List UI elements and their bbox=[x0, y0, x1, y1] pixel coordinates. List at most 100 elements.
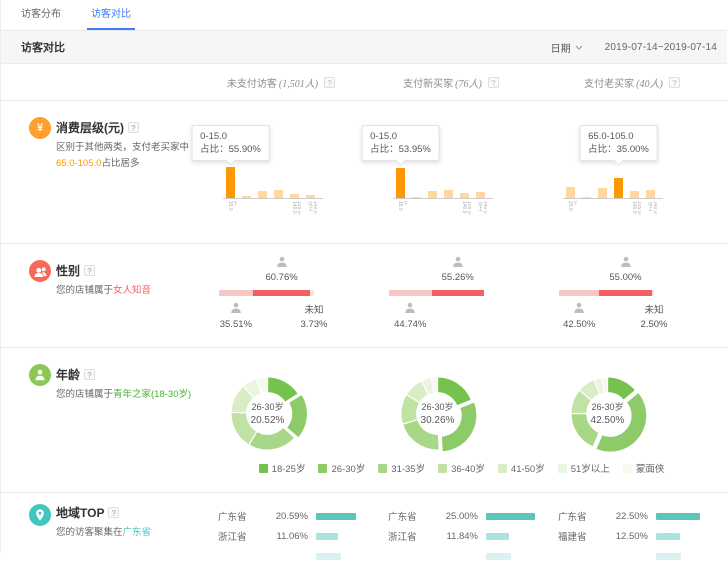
help-icon[interactable] bbox=[324, 77, 335, 88]
region-bar bbox=[316, 513, 356, 520]
consumption-bar[interactable] bbox=[566, 187, 575, 198]
consumption-bar[interactable] bbox=[444, 190, 453, 198]
legend-item[interactable]: 31-35岁 bbox=[378, 461, 425, 475]
consumption-bar[interactable] bbox=[258, 191, 267, 198]
consumption-bar[interactable] bbox=[428, 191, 437, 198]
legend-item[interactable]: 18-25岁 bbox=[259, 461, 306, 475]
region-bar bbox=[486, 533, 509, 540]
region-row: 广东省25.00% bbox=[388, 506, 536, 526]
consumption-bar[interactable] bbox=[396, 168, 405, 198]
consumption-bar[interactable] bbox=[306, 195, 315, 198]
bar-tooltip: 0-15.0占比：53.95% bbox=[361, 125, 440, 161]
female-percent: 55.00% bbox=[609, 272, 641, 283]
consumption-bar[interactable] bbox=[274, 190, 283, 198]
axis-tick-label: 0-15.0 bbox=[227, 201, 237, 215]
consumption-bar[interactable] bbox=[598, 188, 607, 198]
region-list-new: 广东省25.00%浙江省11.84% bbox=[366, 493, 536, 566]
legend-swatch bbox=[623, 464, 632, 473]
age-donut-slice[interactable] bbox=[596, 392, 647, 452]
region-row: 福建省12.50% bbox=[558, 526, 727, 546]
consumption-bar[interactable] bbox=[412, 197, 421, 198]
consumption-bar[interactable] bbox=[242, 196, 251, 198]
legend-label: 36-40岁 bbox=[451, 461, 485, 475]
gender-chart-new: 55.26%44.74% bbox=[389, 244, 489, 347]
age-donut-slice[interactable] bbox=[286, 394, 307, 438]
date-range-value[interactable]: 2019-07-14~2019-07-14 bbox=[605, 42, 717, 53]
region-bar bbox=[656, 513, 700, 520]
region-bar bbox=[656, 533, 680, 540]
legend-item[interactable]: 41-50岁 bbox=[498, 461, 545, 475]
help-icon[interactable] bbox=[108, 507, 119, 518]
age-donut-slice[interactable] bbox=[438, 377, 472, 406]
age-donut-slice[interactable] bbox=[441, 402, 477, 452]
consumption-bar[interactable] bbox=[614, 178, 623, 198]
axis-tick-label: 105.0-140.0 bbox=[291, 201, 301, 215]
legend-item[interactable]: 51岁以上 bbox=[558, 461, 610, 475]
male-icon bbox=[230, 302, 242, 314]
legend-item[interactable]: 26-30岁 bbox=[318, 461, 365, 475]
gender-bar-male[interactable] bbox=[389, 290, 432, 296]
consumption-bar[interactable] bbox=[582, 197, 591, 198]
axis-tick-label: 140.0以上 bbox=[477, 201, 487, 215]
gender-bar-unknown[interactable] bbox=[652, 290, 654, 296]
gender-bar-female[interactable] bbox=[432, 290, 484, 296]
help-icon[interactable] bbox=[488, 77, 499, 88]
age-donut-unpaid: 26-30岁20.52% bbox=[228, 374, 307, 453]
female-percent: 55.26% bbox=[442, 272, 474, 283]
male-icon bbox=[404, 302, 416, 314]
age-donut-slice[interactable] bbox=[608, 377, 636, 400]
help-icon[interactable] bbox=[84, 369, 95, 380]
age-donut-slice[interactable] bbox=[403, 420, 440, 450]
tab-visitor-compare[interactable]: 访客对比 bbox=[91, 0, 131, 30]
gender-chart-returning: 55.00%42.50%未知2.50% bbox=[559, 244, 659, 347]
unknown-percent: 2.50% bbox=[641, 319, 668, 330]
help-icon[interactable] bbox=[84, 265, 95, 276]
top-tabs: 访客分布 访客对比 bbox=[1, 0, 727, 31]
region-percent: 22.50% bbox=[608, 511, 648, 522]
help-icon[interactable] bbox=[669, 77, 680, 88]
tab-visitor-distribution[interactable]: 访客分布 bbox=[21, 0, 61, 30]
help-icon[interactable] bbox=[128, 122, 139, 133]
legend-item[interactable]: 36-40岁 bbox=[438, 461, 485, 475]
female-icon bbox=[452, 256, 464, 268]
female-icon bbox=[276, 256, 288, 268]
section-consumption-level: ¥ 消费层级(元) 区别于其他两类，支付老买家中65.0-105.0占比居多 0… bbox=[1, 101, 727, 244]
axis-tick-label: 140.0以上 bbox=[647, 201, 657, 215]
region-row bbox=[388, 546, 536, 566]
date-filter-label: 日期 bbox=[551, 40, 571, 55]
consumption-bar[interactable] bbox=[460, 193, 469, 198]
gender-bar-female[interactable] bbox=[253, 290, 311, 296]
region-name: 广东省 bbox=[558, 509, 608, 523]
unknown-percent: 3.73% bbox=[301, 319, 328, 330]
age-desc: 您的店铺属于青年之家(18-30岁) bbox=[56, 387, 202, 403]
region-list-unpaid: 广东省20.59%浙江省11.06% bbox=[196, 493, 366, 566]
consumption-desc: 区别于其他两类，支付老买家中65.0-105.0占比居多 bbox=[56, 140, 202, 172]
legend-item[interactable]: 蒙面侠 bbox=[623, 461, 665, 475]
consumption-bar[interactable] bbox=[290, 194, 299, 198]
gender-chart-unpaid: 60.76%35.51%未知3.73% bbox=[219, 244, 319, 347]
age-donut-slice[interactable] bbox=[268, 377, 299, 402]
people-icon bbox=[29, 260, 51, 282]
region-bar bbox=[656, 553, 681, 560]
consumption-bar[interactable] bbox=[226, 167, 235, 198]
gender-bar-male[interactable] bbox=[559, 290, 599, 296]
consumption-bar[interactable] bbox=[646, 190, 655, 198]
age-donut-slice[interactable] bbox=[571, 414, 599, 448]
age-donut-svg bbox=[398, 374, 477, 453]
region-row bbox=[558, 546, 727, 566]
region-name: 浙江省 bbox=[388, 529, 438, 543]
unknown-label: 未知 bbox=[304, 302, 323, 316]
consumption-chart-new: 0-15.0占比：53.95%0-15.0105.0-140.0140.0以上 bbox=[393, 101, 493, 243]
unknown-label: 未知 bbox=[644, 302, 663, 316]
consumption-bar[interactable] bbox=[630, 191, 639, 198]
bar-tooltip: 65.0-105.0占比：35.00% bbox=[579, 125, 658, 161]
gender-bar-male[interactable] bbox=[219, 290, 253, 296]
gender-bar-female[interactable] bbox=[599, 290, 651, 296]
region-row: 浙江省11.06% bbox=[218, 526, 366, 546]
gender-bar-unknown[interactable] bbox=[310, 290, 314, 296]
axis-tick-label: 105.0-140.0 bbox=[461, 201, 471, 215]
column-header-unpaid-visitors: 未支付访客(1,501人) bbox=[196, 64, 366, 100]
consumption-bar[interactable] bbox=[476, 192, 485, 198]
date-filter-dropdown[interactable]: 日期 bbox=[551, 40, 583, 55]
age-donut-new: 26-30岁30.26% bbox=[398, 374, 477, 453]
